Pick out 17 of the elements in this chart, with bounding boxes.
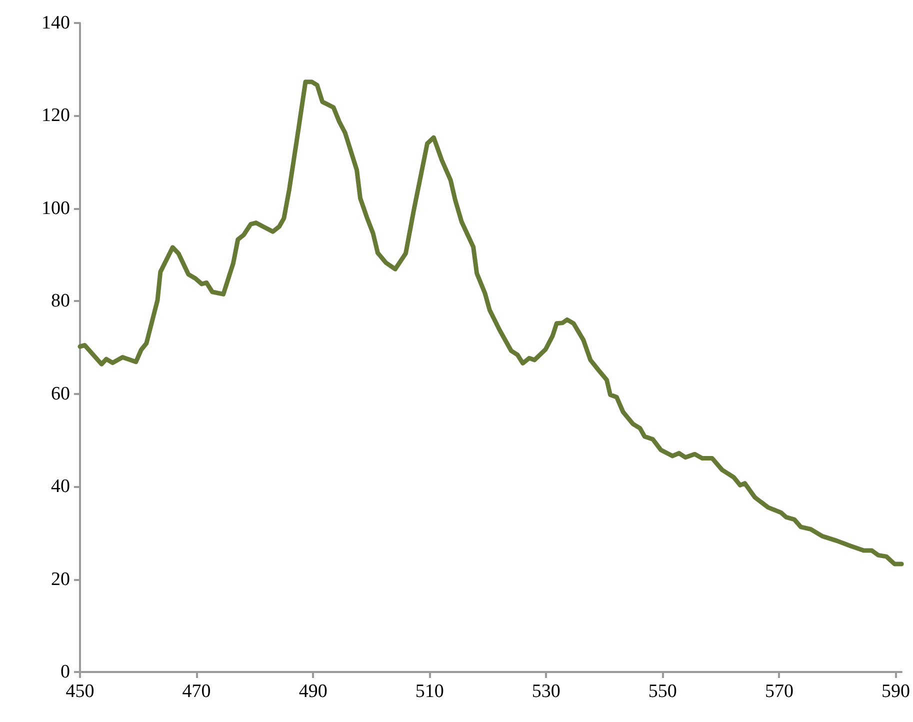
x-tick-label: 490 (298, 681, 328, 702)
x-tick-label: 530 (532, 681, 560, 702)
y-tick-label: 40 (51, 476, 70, 498)
y-tick-label: 100 (42, 198, 70, 219)
y-tick-label: 60 (51, 383, 70, 404)
y-tick-label: 140 (42, 12, 70, 34)
x-tick-label: 590 (882, 681, 910, 702)
y-tick-label: 0 (60, 662, 70, 682)
y-tick-label: 80 (51, 290, 70, 312)
line-series (78, 80, 904, 566)
x-tick-label: 550 (648, 681, 677, 702)
x-tick-label: 450 (66, 681, 94, 702)
x-tick-label: 470 (182, 681, 211, 702)
x-tick-label: 570 (764, 681, 794, 702)
y-tick-label: 120 (42, 105, 70, 126)
y-tick-label: 20 (51, 568, 70, 590)
x-tick-label: 510 (415, 681, 444, 702)
